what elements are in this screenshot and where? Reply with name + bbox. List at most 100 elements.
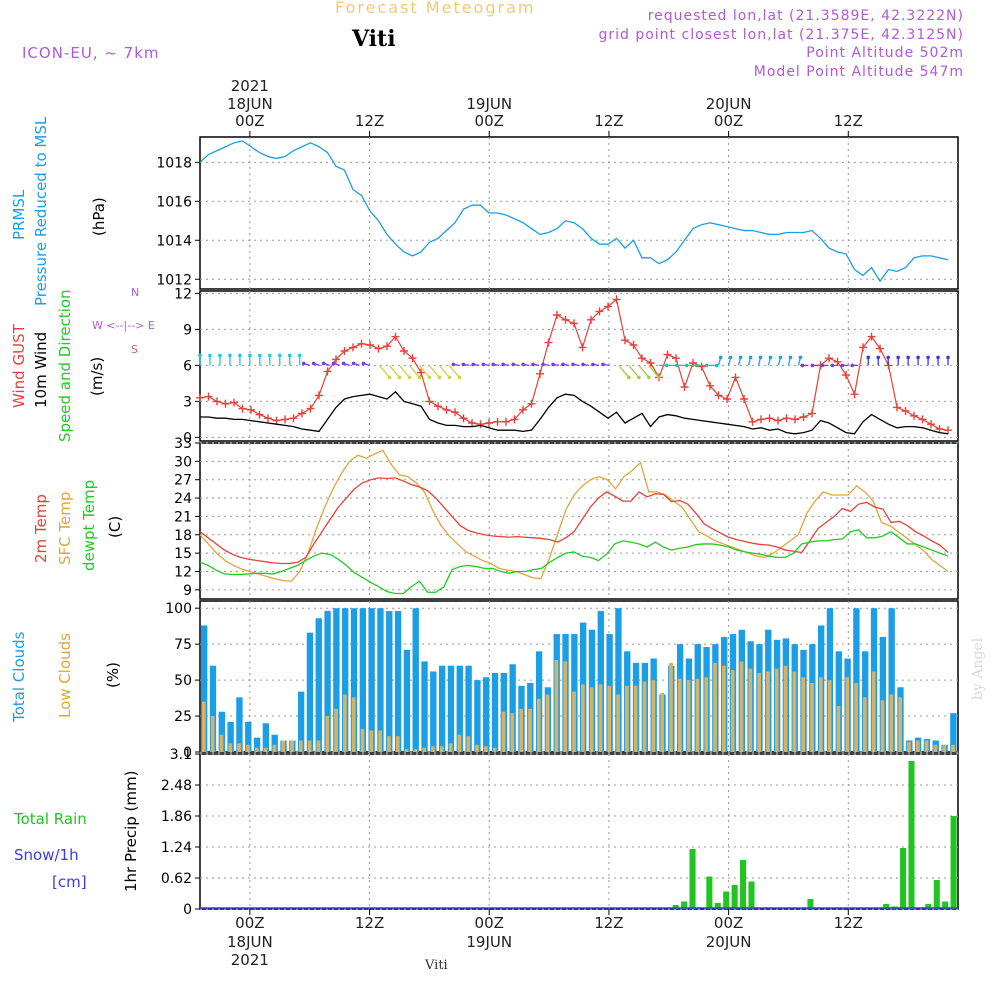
wind-arrow-head: [331, 361, 336, 366]
gust-marker: [918, 415, 927, 424]
low-cloud-bar: [431, 746, 435, 752]
low-cloud-bar: [439, 746, 444, 752]
total-cloud-bar: [412, 608, 419, 752]
panel-frame-3: [199, 600, 959, 753]
low-cloud-bar: [246, 744, 250, 752]
gust-marker: [383, 342, 392, 351]
wind-arrow-head: [238, 353, 242, 358]
gust-marker: [349, 343, 358, 352]
low-cloud-bar: [545, 694, 550, 752]
wind-arrow: [618, 364, 630, 378]
wind-arrow-head: [571, 362, 575, 367]
wind-arrow-head: [798, 355, 803, 360]
gust-marker: [298, 409, 307, 418]
total-cloud-bar: [342, 608, 349, 752]
total-cloud-bar: [368, 608, 375, 752]
ytick-label: 1012: [156, 272, 192, 288]
ytick-label: 15: [174, 546, 192, 562]
ytick-label: 12: [174, 564, 192, 580]
wind-arrow-head: [561, 362, 565, 367]
gust-marker: [561, 315, 570, 324]
total-cloud-bar: [879, 636, 887, 752]
gust-marker: [323, 367, 332, 376]
gust-marker: [374, 344, 383, 353]
wind-arrow-head: [694, 363, 699, 368]
wind-arrow-head: [471, 362, 476, 367]
wind-arrow-head: [850, 363, 855, 368]
low-cloud-bar: [281, 740, 286, 752]
bottom-hour-label: 00Z: [474, 914, 504, 932]
wind-arrow-head: [417, 375, 422, 380]
rain-bar: [908, 761, 915, 909]
gust-marker: [213, 397, 222, 406]
low-cloud-bar: [642, 681, 647, 752]
gust-marker: [289, 414, 298, 423]
gridpoint-coords: grid point closest lon,lat (21.375E, 42.…: [598, 27, 964, 43]
gust-marker: [476, 420, 485, 429]
bottom-hour-label: 00Z: [235, 914, 265, 932]
low-cloud-bar: [501, 711, 506, 752]
wind-arrow-head: [531, 362, 535, 367]
gust-marker: [272, 416, 281, 425]
wind-arrow-head: [407, 375, 412, 380]
wind-arrow-head: [896, 355, 900, 360]
low-cloud-bar: [889, 694, 894, 752]
gust-marker: [281, 415, 290, 424]
gust-marker: [646, 359, 655, 367]
ytick-label: 50: [174, 673, 192, 689]
gust-marker: [604, 302, 613, 311]
bottom-hour-label: 12Z: [833, 914, 863, 932]
gust-marker: [587, 315, 596, 324]
gust-marker: [544, 338, 553, 347]
low-cloud-bar: [492, 747, 497, 752]
gust-marker: [629, 341, 638, 349]
total-cloud-bar: [253, 737, 261, 752]
total-cloud-bar: [835, 651, 842, 752]
low-cloud-bar: [237, 743, 241, 752]
ytick-label: 24: [174, 491, 192, 507]
low-cloud-bar: [510, 713, 515, 752]
top-date-label: 19JUN: [466, 95, 513, 113]
wind-arrow-head: [491, 362, 496, 367]
gust-marker: [366, 341, 375, 349]
rain-bar: [740, 860, 747, 909]
low-cloud-bar: [907, 741, 911, 752]
gust-marker: [468, 419, 477, 427]
wind-arrow-head: [916, 355, 920, 360]
total-cloud-bar: [306, 632, 314, 752]
wind-arrow-head: [341, 361, 346, 366]
total-cloud-bar: [474, 680, 481, 752]
ytick-label: 75: [174, 637, 192, 653]
wind-arrow: [379, 364, 391, 378]
gust-marker: [927, 420, 936, 429]
bottom-date-label: 18JUN: [227, 933, 273, 951]
gust-marker: [910, 411, 919, 420]
top-hour-label: 12Z: [354, 112, 385, 130]
gust-marker: [442, 405, 451, 414]
wind-arrow-head: [457, 375, 462, 380]
low-cloud-bar: [554, 659, 559, 752]
wind-arrow-head: [198, 353, 202, 358]
gust-marker: [238, 404, 247, 413]
ytick-label: 0: [183, 430, 192, 446]
low-cloud-bar: [854, 682, 858, 752]
bottom-hour-label: 12Z: [354, 914, 385, 932]
ytick-label: 0: [183, 902, 192, 918]
gust-marker: [485, 419, 494, 427]
gust-marker: [221, 399, 230, 408]
wind-arrow-head: [311, 361, 316, 366]
total-cloud-bar: [333, 608, 340, 752]
low-cloud-bar: [818, 677, 823, 752]
gust-marker: [459, 414, 468, 423]
snow-label: Snow/1h: [14, 846, 79, 864]
low-cloud-bar: [378, 730, 382, 752]
ytick-label: 12: [174, 286, 192, 302]
gust-marker: [714, 391, 723, 400]
total-cloud-bar: [509, 664, 516, 752]
low-cloud-bar: [404, 749, 409, 752]
total-cloud-bar: [456, 665, 463, 752]
gust-marker: [731, 373, 740, 382]
wind-arrow-head: [521, 362, 525, 367]
wind-arrow: [628, 364, 640, 378]
total-cloud-bar: [888, 608, 895, 752]
